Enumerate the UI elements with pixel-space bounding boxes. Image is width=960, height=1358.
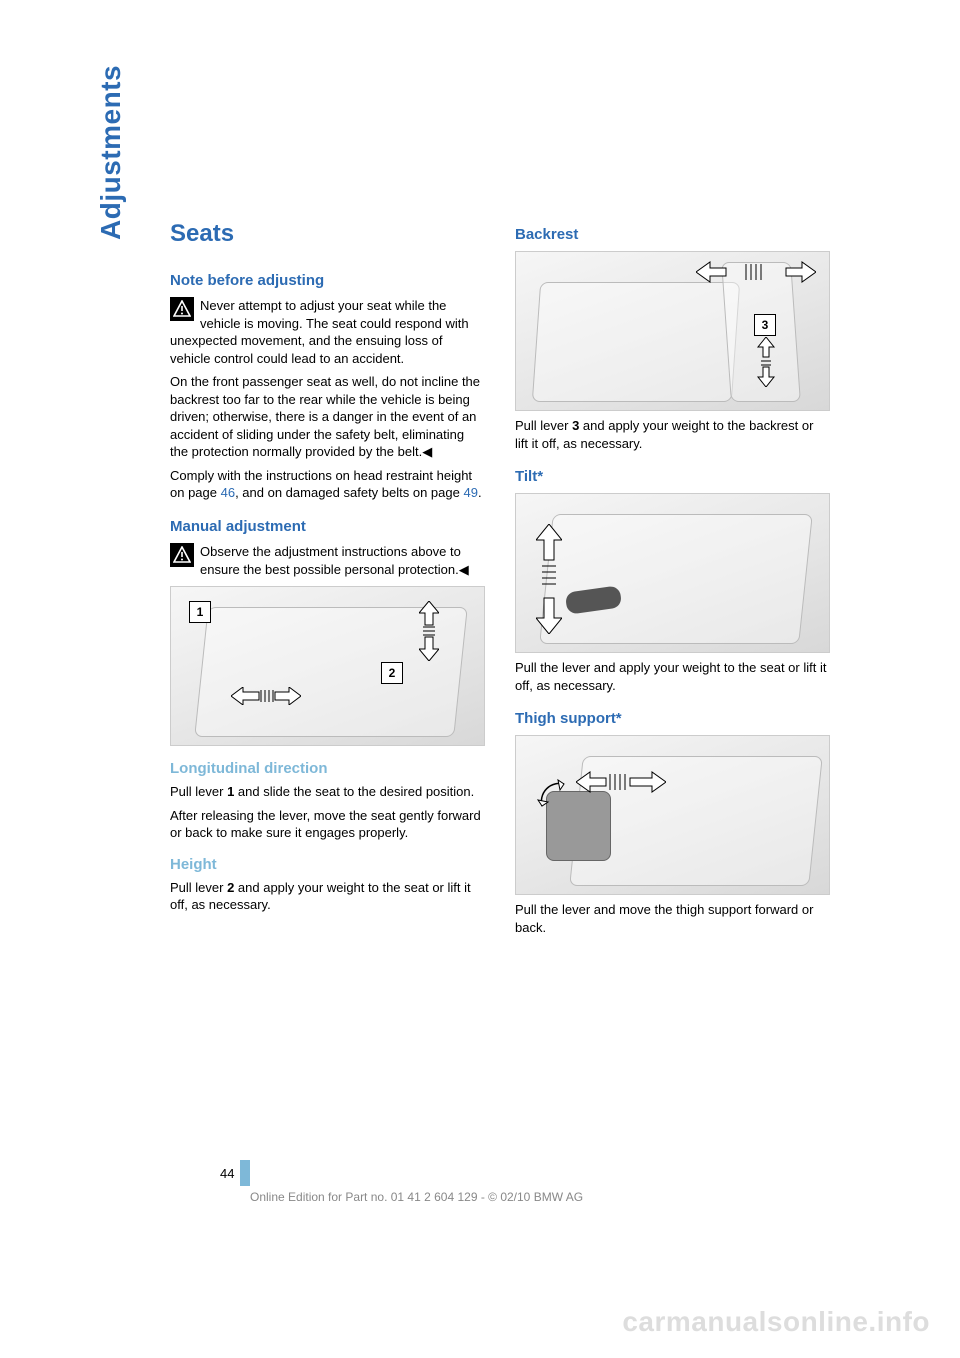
figure-thigh-support [515,735,830,895]
figure-backrest: 3 [515,251,830,411]
arrow-vertical-small-icon [756,337,776,387]
height-p: Pull lever 2 and apply your weight to th… [170,879,485,914]
seats-heading: Seats [170,220,485,248]
manual-adjustment-heading: Manual adjustment [170,518,485,535]
backrest-p-a: Pull lever [515,418,572,433]
figure-callout-2: 2 [381,662,403,684]
thigh-support-heading: Thigh support* [515,710,830,727]
longitudinal-heading: Longitudinal direction [170,760,485,777]
page-link-49[interactable]: 49 [463,485,477,500]
right-column: Backrest 3 Pull lever 3 and apply your w… [515,220,830,942]
section-side-label: Adjustments [95,65,127,240]
figure-callout-3: 3 [754,314,776,336]
page-link-46[interactable]: 46 [221,485,235,500]
note-p3-c: . [478,485,482,500]
page-content: Seats Note before adjusting Never attemp… [170,220,830,942]
note-paragraph-1: Never attempt to adjust your seat while … [170,298,469,366]
tilt-heading: Tilt* [515,468,830,485]
backrest-p: Pull lever 3 and apply your weight to th… [515,417,830,452]
page-number-area: 44 [220,1160,250,1186]
warning-block-1: Never attempt to adjust your seat while … [170,297,485,367]
left-column: Seats Note before adjusting Never attemp… [170,220,485,942]
arrow-horizontal-icon [576,770,666,794]
note-paragraph-2: On the front passenger seat as well, do … [170,373,485,461]
page-number: 44 [220,1166,234,1181]
height-heading: Height [170,856,485,873]
note-before-adjusting-heading: Note before adjusting [170,272,485,289]
warning-block-2: Observe the adjustment instructions abov… [170,543,485,578]
note-p3-b: , and on damaged safety belts on page [235,485,463,500]
tilt-p: Pull the lever and apply your weight to … [515,659,830,694]
figure-manual-adjustment: 1 2 [170,586,485,746]
long-p1-b: and slide the seat to the desired positi… [234,784,474,799]
backrest-heading: Backrest [515,226,830,243]
manual-paragraph: Observe the adjustment instructions abov… [200,544,469,577]
longitudinal-p2: After releasing the lever, move the seat… [170,807,485,842]
figure-callout-1: 1 [189,601,211,623]
figure-tilt [515,493,830,653]
arrow-curved-icon [534,776,574,816]
footer-text: Online Edition for Part no. 01 41 2 604 … [250,1190,583,1204]
warning-icon [170,297,194,321]
thigh-p: Pull the lever and move the thigh suppor… [515,901,830,936]
warning-icon [170,543,194,567]
arrow-horizontal-icon [231,687,301,705]
page-number-tab [240,1160,250,1186]
arrow-vertical-long-icon [536,524,562,634]
arrow-vertical-icon [419,601,439,661]
longitudinal-p1: Pull lever 1 and slide the seat to the d… [170,783,485,801]
arrow-tilt-icon [696,258,816,298]
height-p-a: Pull lever [170,880,227,895]
note-paragraph-3: Comply with the instructions on head res… [170,467,485,502]
long-p1-a: Pull lever [170,784,227,799]
watermark-text: carmanualsonline.info [622,1306,930,1338]
